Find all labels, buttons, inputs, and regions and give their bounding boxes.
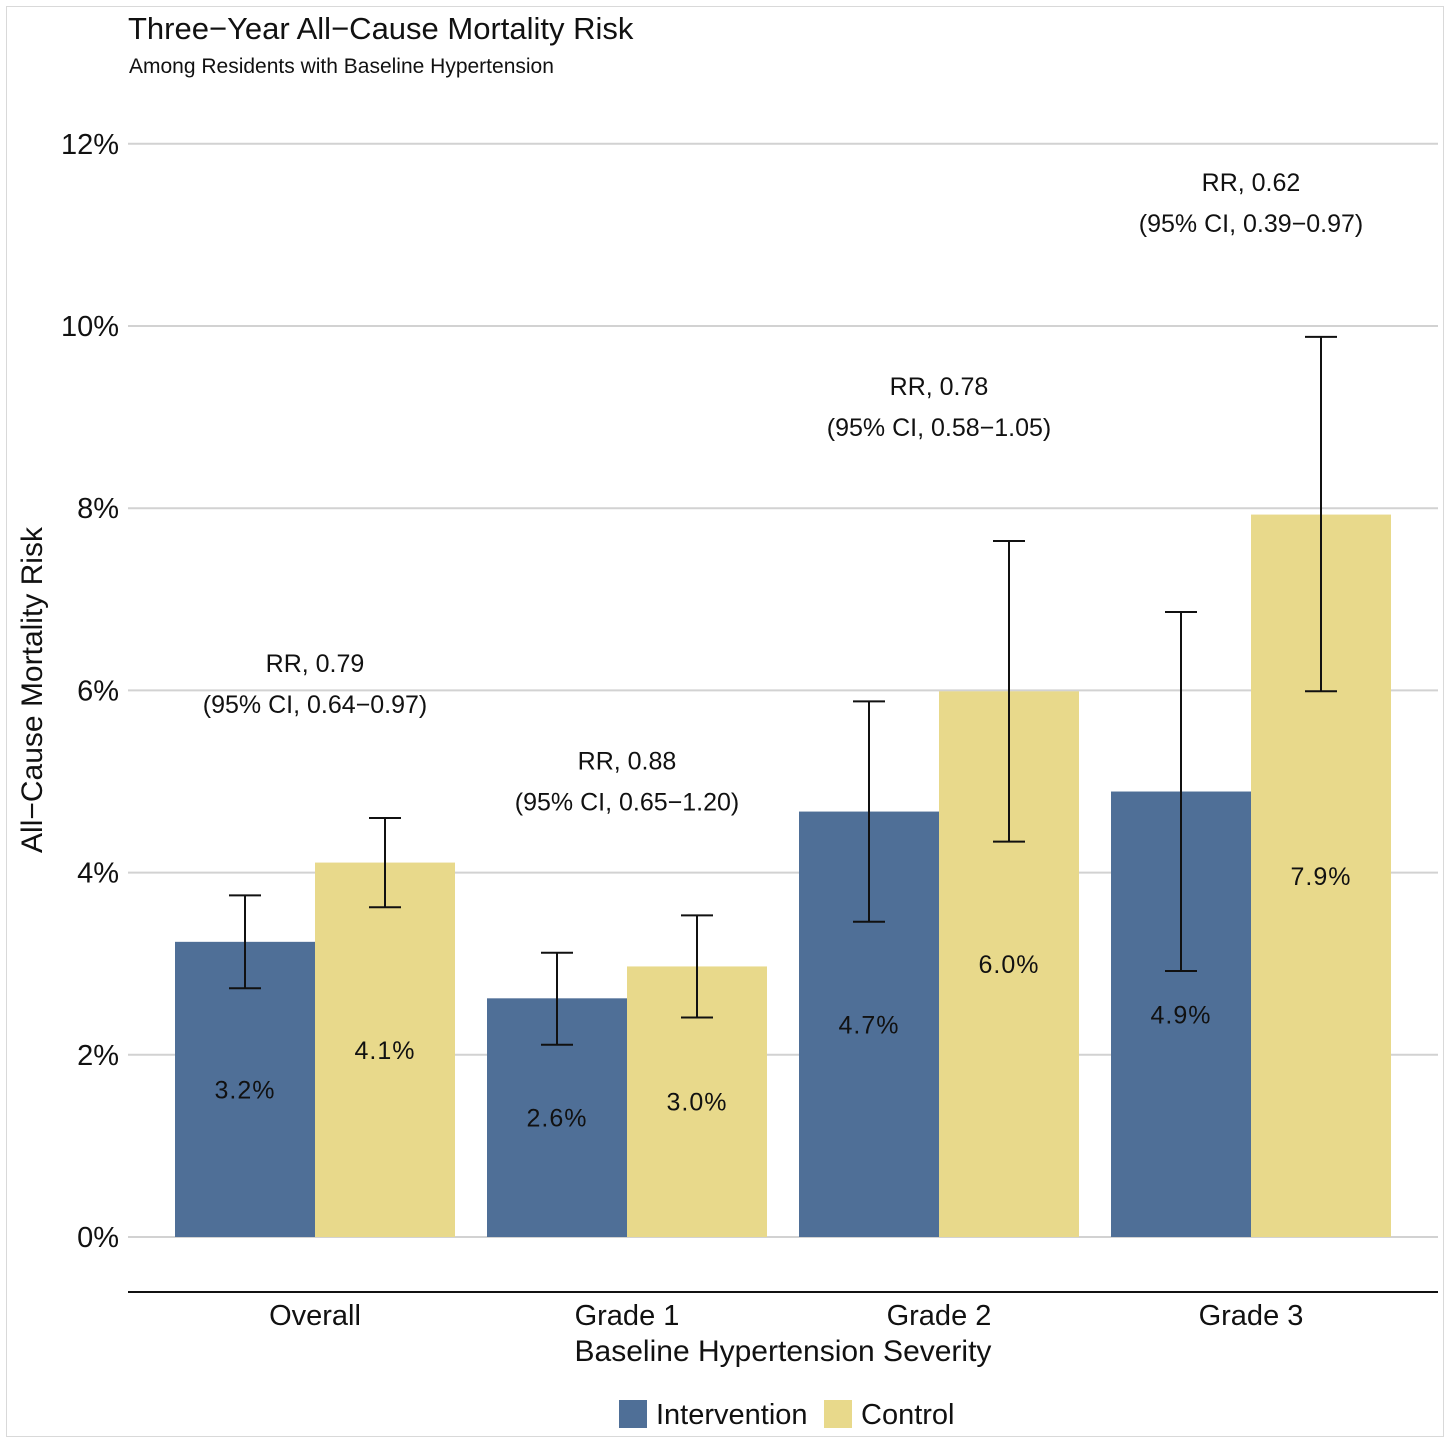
rr-ci: (95% CI, 0.64−0.97) <box>203 691 427 719</box>
data-label: 3.0% <box>667 1089 728 1117</box>
y-tick-label: 2% <box>77 1040 119 1072</box>
error-bars <box>229 335 1337 1046</box>
rr-value: RR, 0.88 <box>578 748 677 776</box>
y-tick-label: 8% <box>77 493 119 525</box>
x-tick-label: Grade 2 <box>887 1300 992 1332</box>
data-label: 7.9% <box>1291 863 1352 891</box>
data-label: 4.9% <box>1151 1001 1212 1029</box>
x-tick-label: Overall <box>269 1300 361 1332</box>
x-axis-ticks: Overall Grade 1 Grade 2 Grade 3 <box>269 1300 1303 1332</box>
x-tick-label: Grade 1 <box>575 1300 680 1332</box>
legend-label-control: Control <box>861 1399 955 1431</box>
rr-value: RR, 0.62 <box>1202 169 1301 197</box>
rr-value: RR, 0.79 <box>266 650 365 678</box>
y-axis-title: All−Cause Mortality Risk <box>16 526 49 853</box>
rr-value: RR, 0.78 <box>890 373 989 401</box>
x-tick-label: Grade 3 <box>1199 1300 1304 1332</box>
bars <box>175 514 1391 1237</box>
rr-annotations: RR, 0.79 (95% CI, 0.64−0.97) RR, 0.88 (95% … <box>203 169 1363 816</box>
data-label: 3.2% <box>215 1076 276 1104</box>
data-label: 4.7% <box>839 1011 900 1039</box>
y-axis-ticks: 0% 2% 4% 6% 8% 10% 12% <box>61 129 119 1254</box>
rr-ci: (95% CI, 0.65−1.20) <box>515 789 739 817</box>
y-tick-label: 4% <box>77 858 119 890</box>
legend: Intervention Control <box>619 1399 955 1431</box>
data-label: 6.0% <box>979 951 1040 979</box>
bar-control <box>315 862 455 1237</box>
y-tick-label: 12% <box>61 129 119 161</box>
y-tick-label: 10% <box>61 311 119 343</box>
y-tick-label: 0% <box>77 1222 119 1254</box>
data-label: 4.1% <box>355 1037 416 1065</box>
y-tick-label: 6% <box>77 675 119 707</box>
chart-frame <box>6 6 1444 1437</box>
rr-ci: (95% CI, 0.58−1.05) <box>827 414 1051 442</box>
bar-intervention <box>175 941 315 1237</box>
legend-label-intervention: Intervention <box>656 1399 808 1431</box>
data-label: 2.6% <box>527 1105 588 1133</box>
chart-title: Three−Year All−Cause Mortality Risk <box>128 11 634 46</box>
legend-swatch-control <box>824 1400 852 1428</box>
legend-swatch-intervention <box>619 1400 647 1428</box>
rr-ci: (95% CI, 0.39−0.97) <box>1139 210 1363 238</box>
data-labels: 3.2% 2.6% 4.7% 4.9% 4.1% 3.0% 6.0% 7.9% <box>215 863 1352 1133</box>
chart-subtitle: Among Residents with Baseline Hypertensi… <box>129 55 554 78</box>
x-axis-title: Baseline Hypertension Severity <box>575 1335 992 1368</box>
